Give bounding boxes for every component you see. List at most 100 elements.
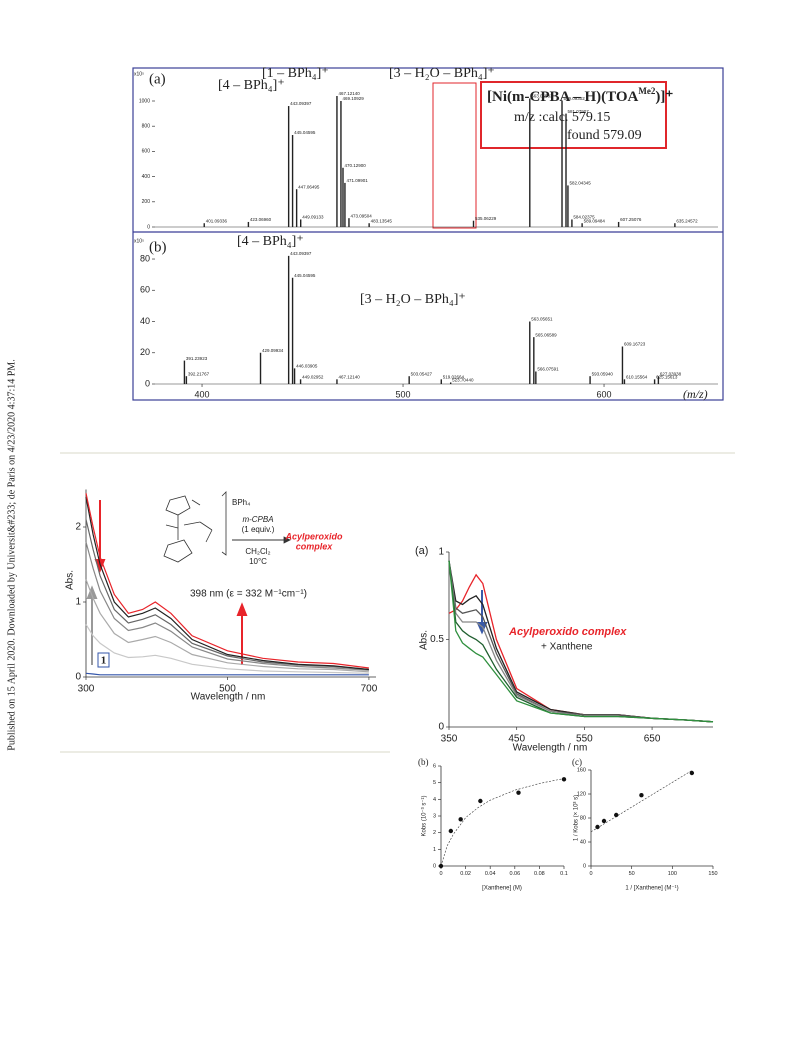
found: found 579.09 [567, 128, 642, 143]
peak-label: 519.02664 [443, 375, 465, 380]
point [438, 863, 444, 869]
annotation: [4 – BPh₄]⁺ [218, 78, 285, 93]
annotation: Acylperoxido complex [508, 626, 627, 638]
x-tick-label: 0.02 [460, 871, 471, 877]
peak-label: 473.09504 [350, 213, 372, 218]
y-axis-label: Abs. [419, 630, 430, 650]
y-axis-label: 1 / Kobs (× 10³ s) [574, 795, 580, 841]
peak-label: 609.16723 [624, 342, 646, 347]
y-tick-label: 0 [75, 672, 81, 683]
panel-label: (b) [149, 239, 167, 255]
scale: x10⁵ [134, 238, 144, 244]
product: complex [296, 541, 334, 551]
x-tick-label: 300 [78, 684, 95, 695]
peak-label: 635.24572 [676, 218, 698, 223]
y-tick-label: 0 [438, 722, 444, 733]
equiv: (1 equiv.) [242, 525, 275, 534]
peak-label: 589.09484 [584, 218, 606, 223]
annotation: 398 nm (ε = 332 M⁻¹cm⁻¹) [190, 589, 307, 600]
peak-label: 471.09901 [346, 178, 368, 183]
peak-label: 445.04595 [294, 130, 316, 135]
peak-label: 446.03905 [296, 364, 318, 369]
peak-label: 467.12140 [338, 91, 360, 96]
x-tick-label: 500 [396, 389, 411, 399]
y-tick-label: 0.5 [430, 634, 444, 645]
y-tick-label: 800 [142, 124, 151, 130]
x-tick-label: 700 [361, 684, 378, 695]
x-tick-label: 50 [629, 871, 635, 877]
point [601, 818, 607, 824]
panel-label: (a) [415, 545, 428, 557]
y-tick-label: 120 [577, 791, 586, 797]
point [639, 793, 644, 798]
y-tick-label: 1 [75, 597, 81, 608]
peak-label: 503.05427 [411, 371, 433, 376]
x-tick-label: 0.08 [534, 871, 545, 877]
x-axis-label: (m/z) [683, 387, 708, 401]
curve [448, 560, 714, 723]
fit-line [590, 769, 693, 833]
ms-frame [132, 67, 724, 401]
arrows [94, 500, 248, 665]
point [595, 824, 600, 830]
point [561, 777, 567, 782]
y-tick-label: 4 [433, 797, 436, 803]
arrows [86, 585, 98, 665]
peak-label: 523.70440 [452, 378, 474, 383]
peak-label: 535.06229 [475, 216, 497, 221]
x-tick-label: 0 [439, 871, 442, 877]
y-tick-label: 400 [142, 174, 151, 180]
peak-label: 563.05651 [531, 317, 553, 322]
point [458, 817, 463, 822]
panel-label: (a) [149, 71, 166, 87]
curve [85, 519, 369, 671]
peak-label: 469.10929 [342, 96, 364, 101]
y-tick-label: 1 [433, 847, 436, 853]
formula-box [480, 81, 667, 149]
curve [85, 579, 369, 673]
y-tick-label: 40 [140, 316, 150, 326]
peak-label: 582.04345 [569, 181, 591, 186]
annotation: + Xanthene [541, 642, 593, 653]
x-tick-label: 500 [219, 684, 236, 695]
point [478, 798, 483, 804]
panel-label: (b) [418, 757, 429, 767]
peak-label: 563.06583 [531, 94, 553, 99]
x-axis-label: [Xanthene] (M) [482, 886, 522, 892]
peak-label: 565.06589 [535, 332, 557, 337]
formula: [Ni(m-CPBA – H)(TOAMe2)]⁺ [487, 86, 673, 105]
counterion: BPh₄ [232, 498, 250, 507]
fit-line [440, 778, 565, 867]
compound-box [97, 652, 110, 668]
x-tick-label: 150 [708, 871, 717, 877]
y-tick-label: 3 [433, 813, 436, 819]
peak-label: 627.03938 [660, 371, 682, 376]
y-tick-label: 200 [142, 199, 151, 205]
x-axis-label: Wavelength / nm [513, 743, 588, 754]
annotation: [3 – H₂O – BPh₄]⁺ [360, 292, 466, 307]
y-tick-label: 5 [433, 780, 436, 786]
point [689, 770, 695, 776]
y-tick-label: 600 [142, 149, 151, 155]
y-tick-label: 0 [147, 224, 150, 230]
y-tick-label: 0 [433, 863, 436, 869]
peak-label: 581.07907 [568, 109, 590, 114]
y-tick-label: 0 [583, 863, 586, 869]
y-tick-label: 80 [140, 253, 150, 263]
y-tick-label: 160 [577, 767, 586, 773]
x-tick-label: 0 [589, 871, 592, 877]
peak-label: 467.12140 [338, 375, 360, 380]
curve [85, 496, 369, 671]
x-axis-label: Wavelength / nm [191, 692, 266, 703]
x-tick-label: 350 [441, 734, 458, 745]
curve [85, 493, 369, 669]
y-tick-label: 0 [145, 378, 150, 388]
point [448, 828, 454, 834]
point [516, 790, 521, 795]
solvent: CH₂Cl₂ [245, 547, 270, 556]
peak-label: 483.13545 [371, 218, 393, 223]
peak-label: 584.02375 [573, 215, 595, 220]
x-tick-label: 450 [508, 734, 525, 745]
peak-label: 401.09336 [206, 218, 228, 223]
